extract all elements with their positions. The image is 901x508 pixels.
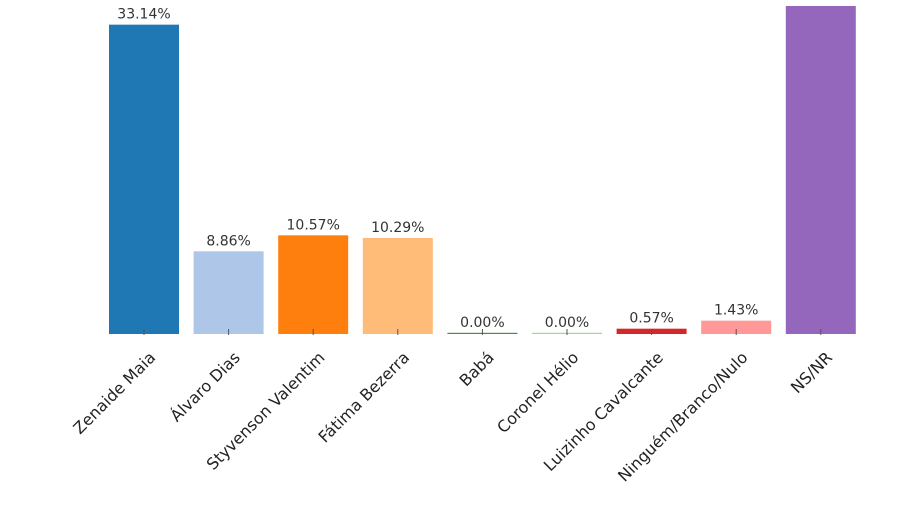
value-label-coronel-helio: 0.00% — [545, 315, 589, 331]
category-label-fatima-bezerra: Fátima Bezerra — [314, 348, 413, 447]
value-label-ninguem-branco-nulo: 1.43% — [714, 303, 758, 319]
bars-group — [109, 6, 856, 335]
value-label-alvaro-dias: 8.86% — [206, 233, 250, 249]
ticks-group — [143, 329, 822, 335]
category-label-coronel-helio: Coronel Hélio — [493, 348, 582, 437]
value-label-baba: 0.00% — [460, 315, 504, 331]
bar-zenaide-maia — [109, 24, 179, 335]
category-label-alvaro-dias: Álvaro Dias — [166, 348, 244, 426]
value-labels-group: 33.14% 8.86% 10.57% 10.29% 0.00% 0.00% 0.57% 1.… — [117, 7, 758, 331]
value-label-styvenson-valentim: 10.57% — [287, 217, 340, 233]
bar-fatima-bezerra — [362, 237, 433, 334]
category-label-baba: Babá — [455, 348, 497, 390]
category-label-zenaide-maia: Zenaide Maia — [69, 348, 159, 438]
bar-styvenson-valentim — [278, 235, 349, 334]
bar-ns-nr — [785, 6, 856, 334]
bar-ninguem-branco-nulo — [701, 320, 772, 334]
value-label-fatima-bezerra: 10.29% — [371, 220, 424, 236]
value-label-luizinho-cavalcante: 0.57% — [629, 311, 673, 327]
bar-alvaro-dias — [193, 251, 264, 334]
value-label-zenaide-maia: 33.14% — [117, 7, 170, 23]
category-label-ns-nr: NS/NR — [787, 348, 836, 397]
